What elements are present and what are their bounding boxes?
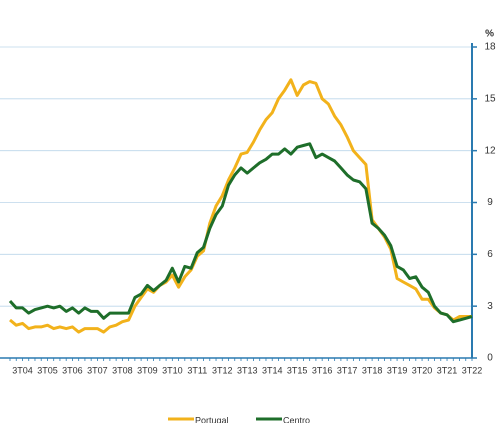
y-tick-label: 6	[487, 249, 493, 260]
x-tick-label: 3T04	[12, 365, 33, 375]
y-tick-label: 12	[484, 145, 496, 156]
x-tick-label: 3T22	[462, 365, 483, 375]
x-tick-label: 3T09	[137, 365, 158, 375]
x-tick-label: 3T20	[412, 365, 433, 375]
x-tick-label: 3T21	[437, 365, 458, 375]
x-tick-label: 3T16	[312, 365, 333, 375]
x-tick-label: 3T08	[112, 365, 133, 375]
x-tick-label: 3T11	[187, 365, 207, 375]
x-tick-label: 3T07	[87, 365, 108, 375]
y-tick-label: 15	[484, 93, 496, 104]
y-unit: %	[485, 29, 494, 40]
x-tick-label: 3T10	[162, 365, 183, 375]
y-tick-label: 18	[484, 42, 496, 53]
x-tick-label: 3T13	[237, 365, 258, 375]
y-tick-label: 3	[487, 301, 493, 312]
x-tick-label: 3T15	[287, 365, 308, 375]
y-tick-label: 0	[487, 353, 493, 364]
x-tick-label: 3T18	[362, 365, 383, 375]
line-series	[8, 142, 473, 324]
legend-label: Portugal	[195, 415, 229, 423]
x-tick-label: 3T19	[387, 365, 408, 375]
x-tick-label: 3T12	[212, 365, 233, 375]
legend-label: Centro	[283, 415, 310, 423]
x-tick-label: 3T06	[62, 365, 83, 375]
y-tick-label: 9	[487, 197, 493, 208]
line-series	[9, 78, 472, 334]
x-tick-label: 3T14	[262, 365, 283, 375]
x-tick-label: 3T05	[37, 365, 58, 375]
x-tick-label: 3T17	[337, 365, 358, 375]
